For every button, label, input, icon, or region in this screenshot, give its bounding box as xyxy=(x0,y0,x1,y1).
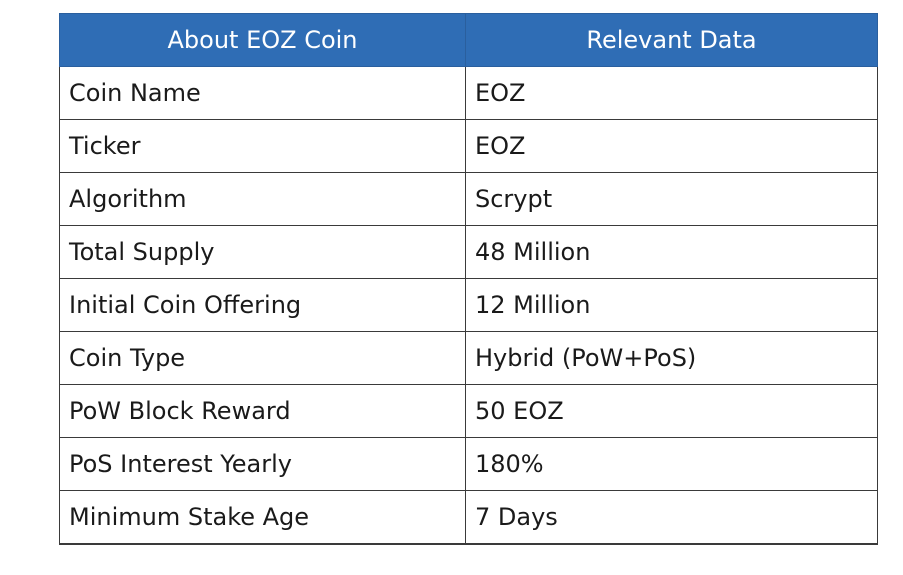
table-row: Initial Coin Offering 12 Million xyxy=(59,278,878,332)
row-value: 7 Days xyxy=(465,490,878,545)
row-label: Algorithm xyxy=(59,172,466,226)
header-relevant-data: Relevant Data xyxy=(465,13,878,67)
row-value: 12 Million xyxy=(465,278,878,332)
row-label: Coin Type xyxy=(59,331,466,385)
row-label: Initial Coin Offering xyxy=(59,278,466,332)
table-row: Coin Name EOZ xyxy=(59,66,878,120)
table-row: Ticker EOZ xyxy=(59,119,878,173)
coin-info-table: About EOZ Coin Relevant Data Coin Name E… xyxy=(59,13,878,545)
row-value: Scrypt xyxy=(465,172,878,226)
row-label: PoS Interest Yearly xyxy=(59,437,466,491)
table-header-row: About EOZ Coin Relevant Data xyxy=(59,13,878,67)
row-value: 48 Million xyxy=(465,225,878,279)
table-row: Algorithm Scrypt xyxy=(59,172,878,226)
row-label: Minimum Stake Age xyxy=(59,490,466,545)
table-row: PoW Block Reward 50 EOZ xyxy=(59,384,878,438)
header-about-eoz-coin: About EOZ Coin xyxy=(59,13,466,67)
row-label: PoW Block Reward xyxy=(59,384,466,438)
row-value: 180% xyxy=(465,437,878,491)
row-label: Ticker xyxy=(59,119,466,173)
row-value: 50 EOZ xyxy=(465,384,878,438)
row-value: EOZ xyxy=(465,119,878,173)
coin-info-table-container: About EOZ Coin Relevant Data Coin Name E… xyxy=(59,13,878,545)
table-row: Total Supply 48 Million xyxy=(59,225,878,279)
table-row: PoS Interest Yearly 180% xyxy=(59,437,878,491)
table-row: Minimum Stake Age 7 Days xyxy=(59,490,878,545)
row-value: Hybrid (PoW+PoS) xyxy=(465,331,878,385)
table-row: Coin Type Hybrid (PoW+PoS) xyxy=(59,331,878,385)
row-value: EOZ xyxy=(465,66,878,120)
row-label: Total Supply xyxy=(59,225,466,279)
row-label: Coin Name xyxy=(59,66,466,120)
